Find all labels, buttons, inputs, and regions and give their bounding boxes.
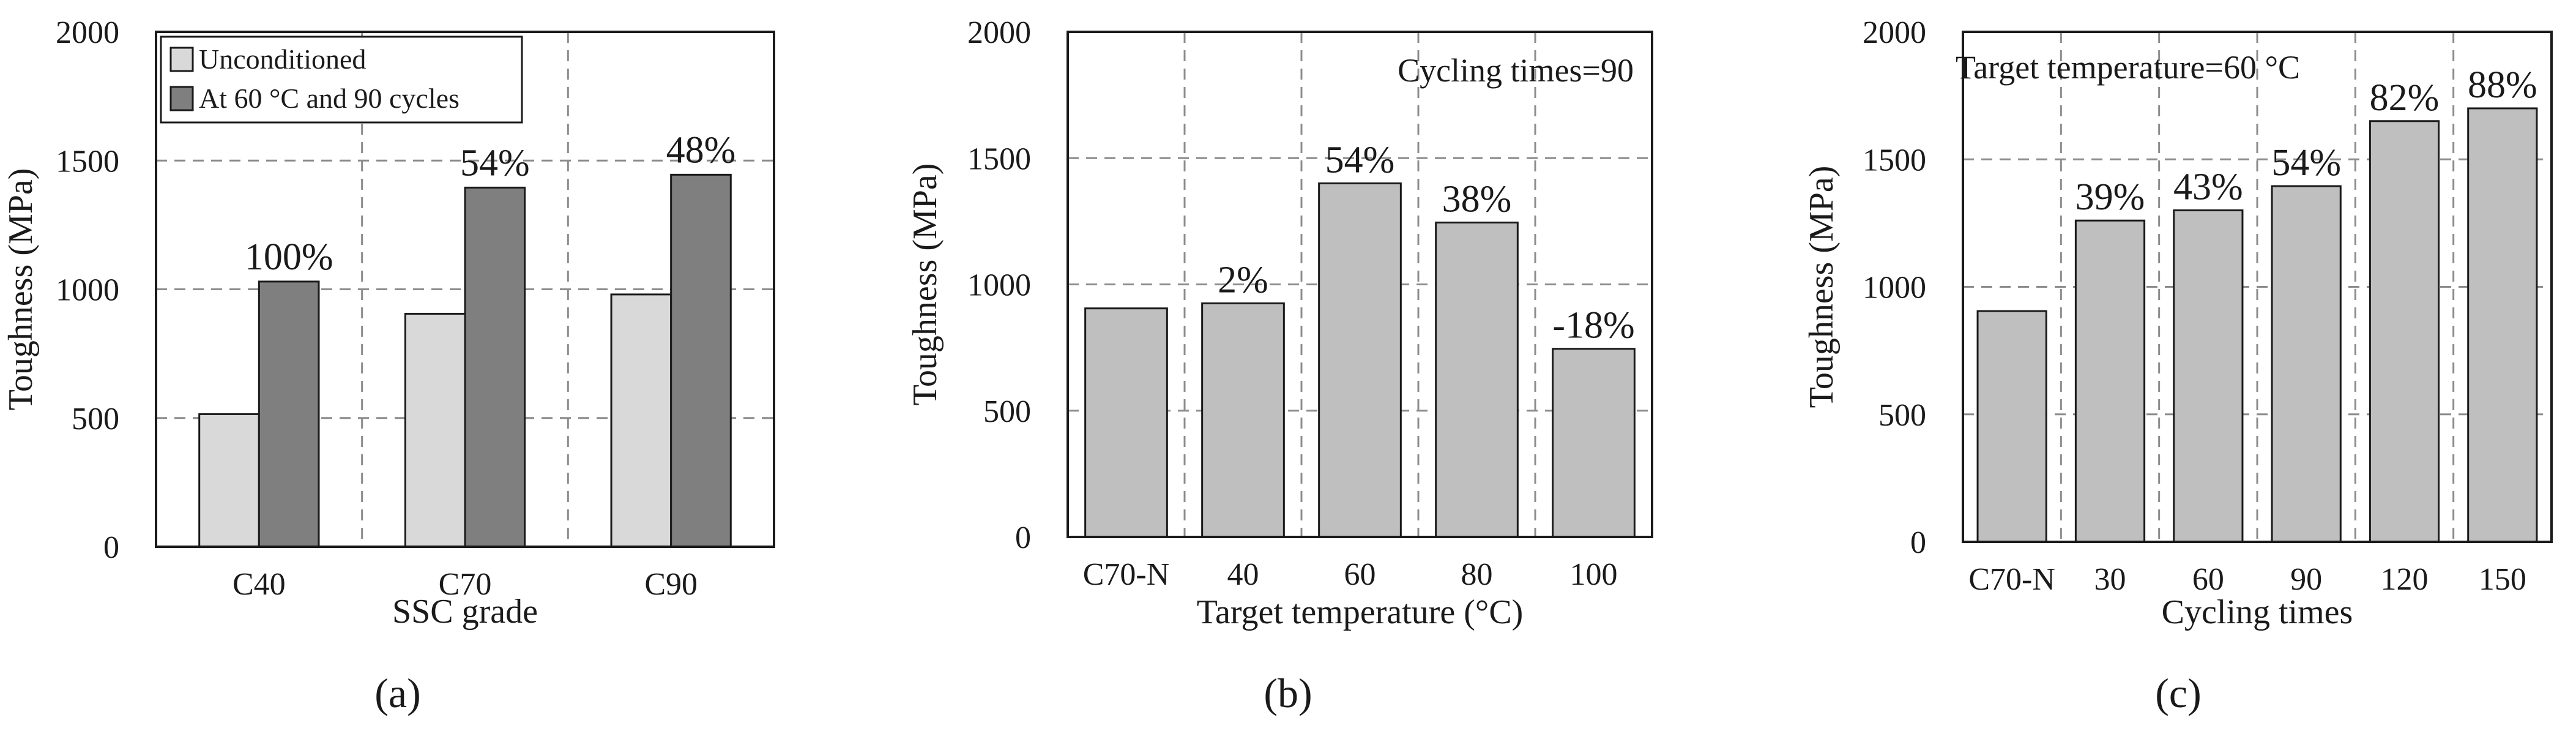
y-axis-title: Toughness (MPa) — [2, 168, 40, 411]
x-tick-label: C70-N — [1083, 557, 1170, 592]
data-label: 54% — [2271, 142, 2341, 184]
x-tick-label: 60 — [1344, 557, 1376, 592]
panel-label: (b) — [1264, 670, 1312, 716]
bar-unconditioned — [198, 413, 260, 548]
y-tick-label: 1500 — [967, 141, 1031, 176]
y-tick-label: 1000 — [56, 273, 119, 308]
y-tick-label: 500 — [1878, 398, 1926, 433]
y-tick-label: 500 — [72, 402, 119, 437]
data-label: 88% — [2468, 64, 2537, 106]
data-label: 100% — [245, 236, 333, 278]
x-axis-title: SSC grade — [392, 593, 538, 631]
data-label: 54% — [460, 142, 530, 184]
y-tick-label: 2000 — [1863, 15, 1926, 50]
y-tick-label: 0 — [1910, 525, 1926, 560]
data-label: 38% — [1442, 178, 1512, 220]
x-tick-label: C70 — [439, 567, 492, 602]
data-label: -18% — [1552, 305, 1634, 347]
bar-at — [464, 186, 526, 548]
bar — [1976, 310, 2047, 543]
x-tick-label: 150 — [2479, 562, 2526, 597]
data-label: 43% — [2173, 167, 2243, 208]
plot-frame — [155, 31, 775, 548]
legend-swatch — [169, 86, 194, 111]
plot-frame — [1067, 31, 1653, 538]
x-axis-title: Target temperature (°C) — [1197, 593, 1524, 631]
x-tick-label: C70-N — [1968, 562, 2055, 597]
bar — [1435, 221, 1519, 538]
x-tick-label: 90 — [2290, 562, 2322, 597]
y-axis-title: Toughness (MPa) — [1803, 166, 1841, 408]
y-tick-label: 0 — [1015, 520, 1031, 555]
y-tick-label: 0 — [103, 530, 119, 565]
bar — [2369, 120, 2440, 543]
panel-c: 39% 43% 54% 82% 88% 0 500 1000 1500 2000 C70-N 30 60… — [1803, 15, 2553, 716]
panel-label: (c) — [2155, 670, 2201, 716]
legend-box — [160, 36, 523, 124]
y-tick-label: 1500 — [56, 144, 119, 179]
data-label: 54% — [1325, 140, 1395, 181]
annotation: Target temperature=60 °C — [1956, 49, 2300, 86]
bar — [2467, 107, 2538, 543]
annotation: Cycling times=90 — [1398, 52, 1634, 89]
bar — [1318, 182, 1402, 538]
data-label: 82% — [2370, 77, 2440, 119]
x-tick-label: 40 — [1227, 557, 1259, 592]
y-tick-label: 2000 — [967, 15, 1031, 50]
y-tick-label: 1000 — [1863, 271, 1926, 306]
panel-label: (a) — [374, 670, 420, 716]
data-label: 2% — [1218, 259, 1268, 301]
x-tick-label: C40 — [233, 567, 286, 602]
panel-b: 2% 54% 38% -18% 0 500 1000 1500 2000 C70-N 40 60 80 1… — [906, 15, 1653, 716]
bar — [2074, 219, 2146, 543]
bar-unconditioned — [610, 293, 672, 548]
x-tick-label: 120 — [2381, 562, 2429, 597]
y-tick-label: 1500 — [1863, 143, 1926, 178]
x-tick-label: C90 — [644, 567, 698, 602]
y-tick-label: 500 — [983, 394, 1031, 429]
bar-unconditioned — [404, 312, 466, 548]
panel-a: 100% 54% 48% 0 500 1000 1500 2000 C40 C70 C90 SSC g… — [2, 15, 775, 716]
y-axis-title: Toughness (MPa) — [906, 163, 944, 406]
bar-at — [670, 173, 732, 548]
bar — [2271, 185, 2342, 543]
bar — [1552, 348, 1636, 538]
x-axis-title: Cycling times — [2162, 593, 2353, 631]
bar — [2173, 209, 2244, 543]
y-tick-label: 2000 — [56, 15, 119, 50]
plot-frame — [1962, 31, 2553, 543]
data-label: 48% — [666, 129, 736, 171]
x-tick-label: 60 — [2192, 562, 2224, 597]
bar-at — [258, 280, 320, 548]
legend-label: At 60 °C and 90 cycles — [199, 83, 460, 114]
x-tick-label: 30 — [2094, 562, 2126, 597]
x-tick-label: 100 — [1570, 557, 1618, 592]
bar — [1084, 307, 1168, 538]
y-tick-label: 1000 — [967, 268, 1031, 303]
x-tick-label: 80 — [1461, 557, 1493, 592]
data-label: 39% — [2075, 176, 2145, 218]
bar — [1201, 302, 1285, 538]
legend-swatch — [169, 47, 194, 72]
legend-label: Unconditioned — [199, 43, 366, 75]
